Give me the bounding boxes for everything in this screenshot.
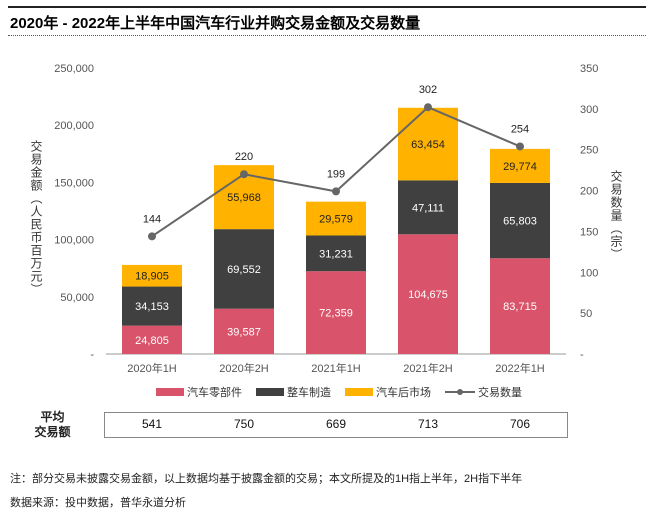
bar-1	[122, 286, 182, 326]
title-divider	[8, 35, 646, 36]
bar-label: 47,111	[412, 202, 444, 214]
y-right-tick-label: 350	[580, 63, 598, 75]
x-tick-label: 2021年2H	[403, 361, 453, 375]
chart-title: 2020年 - 2022年上半年中国汽车行业并购交易金额及交易数量	[10, 15, 421, 32]
y-tick-label: 200,000	[54, 120, 94, 132]
bar-label: 29,579	[319, 214, 353, 226]
count-label: 199	[327, 168, 345, 180]
count-label: 220	[235, 151, 253, 163]
bar-label: 55,968	[227, 192, 261, 204]
y-tick-label: 250,000	[54, 63, 94, 75]
y-right-tick-label: 300	[580, 104, 598, 116]
y-axis-right-title: 交易数量（宗）	[609, 170, 623, 261]
bar-2	[122, 264, 182, 287]
legend-line-icon	[445, 389, 475, 395]
count-label: 302	[419, 84, 437, 96]
bar-label: 31,231	[319, 248, 353, 260]
bar-label: 83,715	[503, 301, 537, 313]
y-tick-label: 100,000	[54, 235, 94, 247]
count-point	[240, 170, 248, 179]
legend-swatch	[156, 388, 184, 396]
bar-label: 72,359	[319, 308, 353, 320]
bar-label: 65,803	[503, 216, 537, 228]
y-right-tick-label: 100	[580, 267, 598, 279]
top-rule	[8, 6, 646, 8]
bar-1	[306, 235, 366, 272]
y-right-tick-label: 50	[580, 308, 592, 320]
bar-0	[306, 271, 366, 354]
bar-label: 18,905	[135, 271, 169, 283]
count-point	[332, 187, 340, 196]
bar-1	[214, 229, 274, 309]
bar-label: 104,675	[408, 289, 448, 301]
x-tick-label: 2022年1H	[495, 361, 545, 375]
chart-plot: - 50,000 100,000 150,000 200,000 250,000 - 50 10…	[54, 63, 598, 375]
count-point	[516, 142, 524, 151]
y-right-tick-label: 250	[580, 145, 598, 157]
legend-swatch	[345, 388, 373, 396]
y-tick-label: 50,000	[60, 292, 94, 304]
x-tick-label: 2020年1H	[127, 361, 177, 375]
bar-1	[490, 182, 550, 259]
avg-value: 750	[233, 417, 255, 431]
count-label: 144	[143, 213, 161, 225]
y-right-tick-label: -	[580, 349, 584, 361]
bar-label: 69,552	[227, 264, 261, 276]
bar-2	[490, 148, 550, 183]
y-right-tick-label: 200	[580, 186, 598, 198]
count-point	[148, 232, 156, 241]
legend-item-aftermarket: 汽车后市场	[345, 384, 431, 400]
legend-item-vehicle: 整车制造	[256, 384, 331, 400]
bar-label: 39,587	[227, 326, 261, 338]
legend-swatch	[256, 388, 284, 396]
legend-item-parts: 汽车零部件	[156, 384, 242, 400]
bar-2	[398, 107, 458, 181]
count-label: 254	[511, 123, 529, 135]
bar-0	[398, 234, 458, 354]
count-point	[424, 103, 432, 112]
avg-value: 669	[325, 417, 347, 431]
bar-label: 29,774	[503, 161, 537, 173]
bar-0	[214, 308, 274, 354]
bar-0	[490, 258, 550, 354]
bar-0	[122, 325, 182, 354]
y-tick-label: -	[90, 349, 94, 361]
bar-label: 34,153	[135, 301, 169, 313]
bar-1	[398, 180, 458, 235]
avg-label: 平均 交易额	[34, 410, 71, 439]
avg-value: 713	[417, 417, 439, 431]
source-note: 数据来源：投中数据，普华永道分析	[10, 497, 186, 509]
bar-label: 63,454	[411, 139, 445, 151]
bar-label: 24,805	[135, 335, 169, 347]
legend-item-count: 交易数量	[445, 384, 522, 400]
y-axis-title: 交易金额（人民币百万元）	[29, 140, 43, 296]
avg-value: 541	[141, 417, 163, 431]
footnote: 注：部分交易未披露交易金额，以上数据均基于披露金额的交易；本文所提及的1H指上半…	[10, 473, 523, 485]
y-right-tick-label: 150	[580, 226, 598, 238]
x-tick-label: 2020年2H	[219, 361, 269, 375]
y-tick-label: 150,000	[54, 177, 94, 189]
avg-table	[104, 412, 568, 438]
bar-2	[306, 201, 366, 236]
avg-value: 706	[509, 417, 531, 431]
legend: 汽车零部件 整车制造 汽车后市场 交易数量	[156, 384, 522, 400]
x-tick-label: 2021年1H	[311, 361, 361, 375]
